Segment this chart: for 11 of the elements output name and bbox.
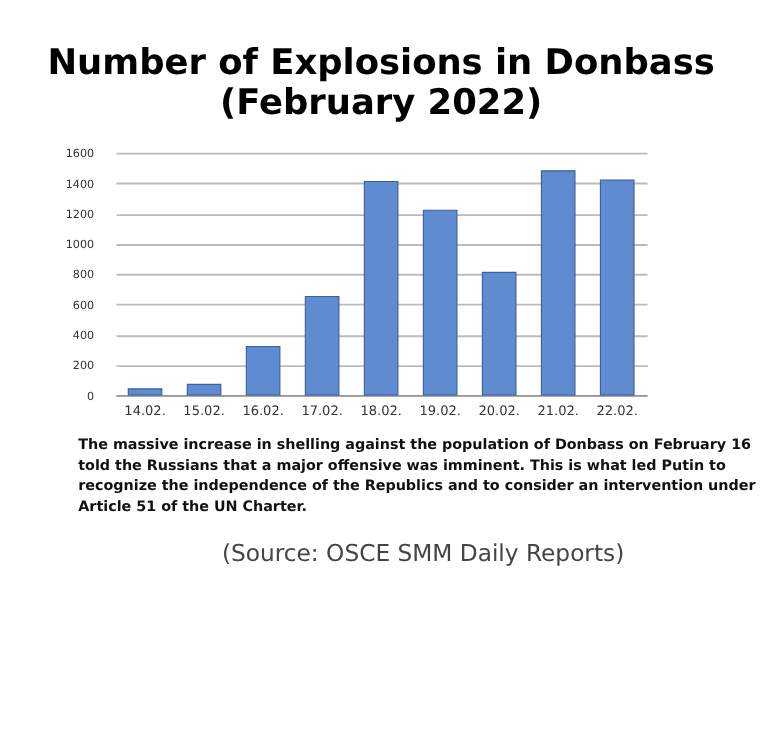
bar: [186, 383, 222, 396]
chart-title: Number of Explosions in Donbass (February 2022): [47, 44, 715, 124]
bar: [599, 179, 635, 396]
bar: [481, 271, 517, 396]
text: (Source: OSCE SMM Daily Reports): [221, 538, 625, 567]
bar: [245, 345, 281, 396]
bar: [127, 388, 163, 396]
bar: [422, 209, 458, 396]
bar: [363, 180, 399, 396]
bar: [304, 295, 340, 396]
bar: [540, 170, 576, 396]
